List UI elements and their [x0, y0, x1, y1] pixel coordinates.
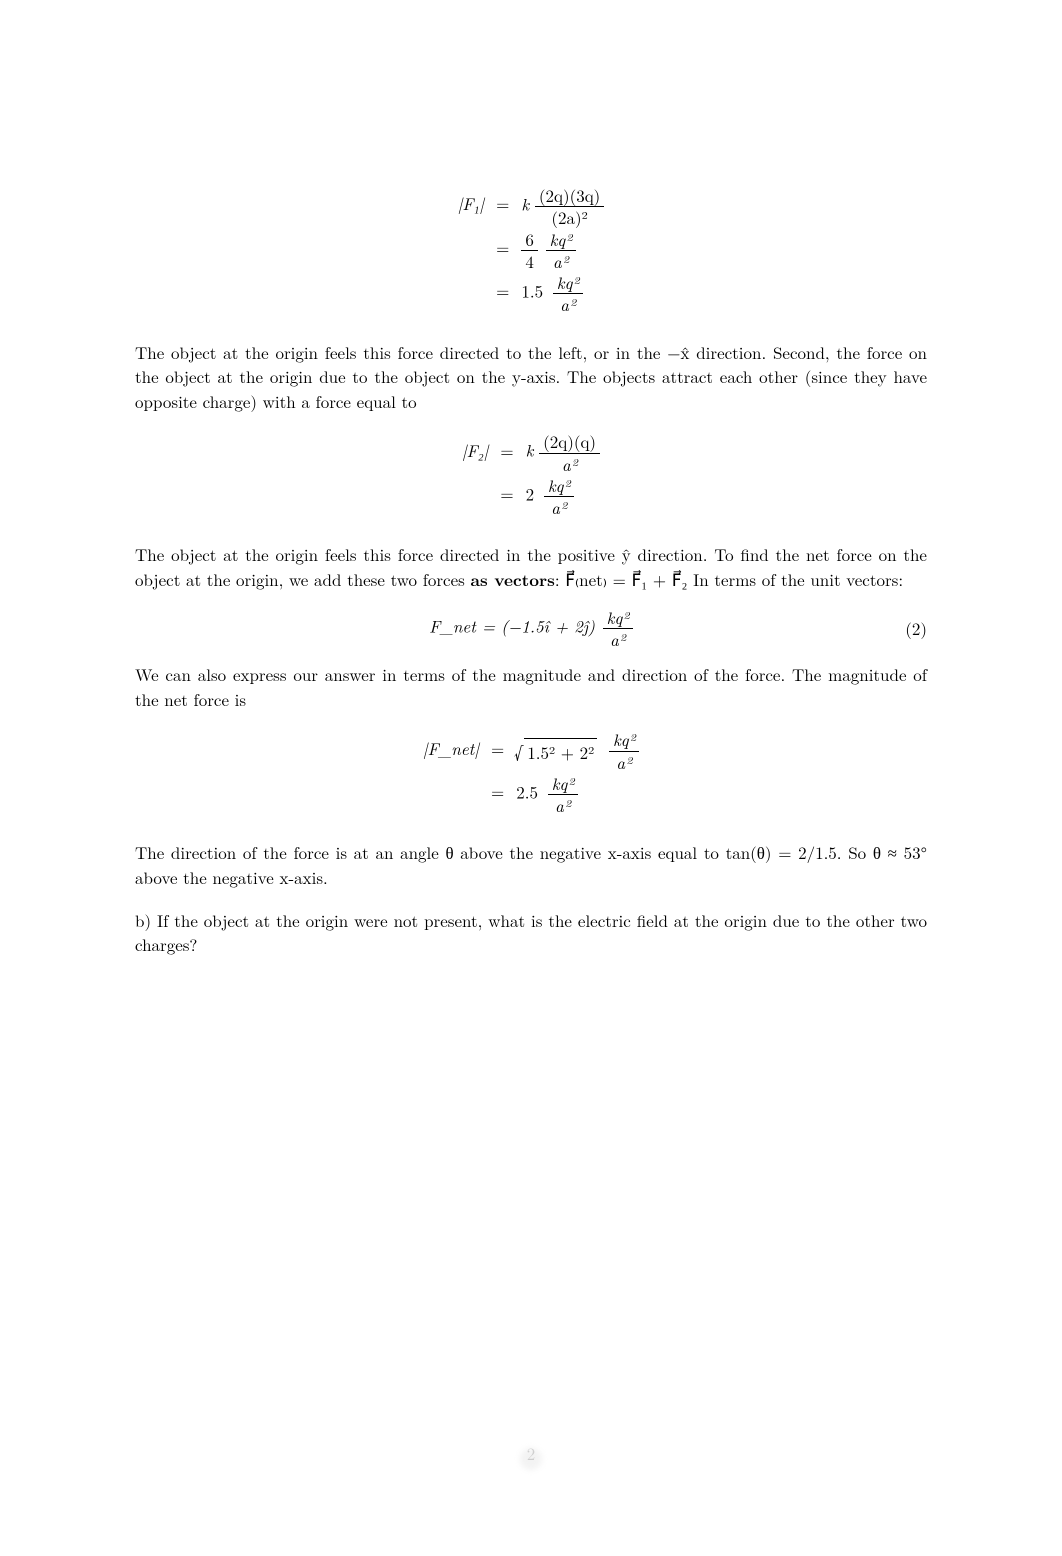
- eq-f1-r2-leadnum: 6: [521, 229, 538, 251]
- eq-f1-r1-den: (2a)²: [535, 207, 604, 228]
- paragraph-3: We can also express our answer in terms …: [135, 662, 927, 711]
- eq-f2-r1-lead: k: [526, 438, 534, 462]
- eq-f1-r3: 1.5 kq² a²: [517, 272, 604, 316]
- eq-mag-r2-den: a²: [555, 793, 570, 817]
- eq-f1-r2-num: kq²: [550, 227, 572, 251]
- equals: =: [488, 185, 517, 229]
- paragraph-4: The direction of the force is at an angl…: [135, 840, 927, 889]
- eq-f1-r1-lead: k: [521, 191, 529, 215]
- paragraph-2: The object at the origin feels this forc…: [135, 542, 927, 592]
- eq-mag-r1: 1.5² + 2² kq² a²: [512, 729, 639, 773]
- eq-f1-lhs: |F₁|: [458, 191, 484, 215]
- eq-f1-r2: 6 4 kq² a²: [517, 229, 604, 273]
- eq-f2-r2-den: a²: [551, 495, 566, 519]
- eq-block-f2: |F₂| = k (2q)(q) a² = 2 kq² a²: [135, 431, 927, 518]
- eq-f1-r2-leadden: 4: [521, 251, 538, 272]
- equals: =: [483, 729, 512, 773]
- eq-fnet: F⃗_net = (−1.5î + 2ĵ) kq² a²: [429, 607, 633, 651]
- eq-f1-r3-num: kq²: [557, 270, 579, 294]
- eq-block-f1: |F₁| = k (2q)(3q) (2a)² = 6 4: [135, 185, 927, 316]
- paragraph-1: The object at the origin feels this forc…: [135, 340, 927, 414]
- equals: =: [488, 229, 517, 273]
- eq-mag-r2-num: kq²: [552, 771, 574, 795]
- eq-fnet-numbered: F⃗_net = (−1.5î + 2ĵ) kq² a² (2): [135, 607, 927, 651]
- eq-mag-r1-num: kq²: [613, 727, 635, 751]
- eq-f1-r1: k (2q)(3q) (2a)²: [517, 185, 604, 229]
- eq-mag-r2-lead: 2.5: [516, 779, 538, 803]
- eq-f1-r3-lead: 1.5: [521, 278, 543, 302]
- eq-f2-r2-lead: 2: [526, 481, 535, 505]
- para2-b: : F⃗₍net₎ = F⃗₁ + F⃗₂ In terms of the un…: [555, 567, 903, 591]
- eq-f2-r1-num: (2q)(q): [539, 431, 600, 453]
- eq-block-mag: |F⃗_net| = 1.5² + 2² kq² a² = 2.5 kq²: [135, 729, 927, 816]
- page-number: 2: [0, 1441, 1062, 1466]
- paragraph-5: b) If the object at the origin were not …: [135, 908, 927, 957]
- eq-f1-r3-den: a²: [560, 292, 575, 316]
- eq-fnet-lhs: F⃗_net = (−1.5î + 2ĵ): [429, 613, 595, 637]
- para2-bold: as vectors: [471, 568, 555, 592]
- eq-f2-lhs: |F₂|: [462, 438, 488, 462]
- eq-mag-r2: 2.5 kq² a²: [512, 773, 639, 817]
- eq-number-2: (2): [905, 616, 927, 640]
- eq-mag-radicand: 1.5² + 2²: [524, 738, 597, 765]
- eq-f1-r1-num: (2q)(3q): [535, 185, 604, 207]
- equals: =: [483, 773, 512, 817]
- eq-mag-r1-den: a²: [616, 750, 631, 774]
- equals: =: [488, 272, 517, 316]
- equals: =: [492, 475, 521, 519]
- eq-f2-r1: k (2q)(q) a²: [522, 431, 600, 475]
- eq-f2-r2-num: kq²: [548, 473, 570, 497]
- eq-fnet-num: kq²: [607, 605, 629, 629]
- eq-fnet-den: a²: [610, 627, 625, 651]
- eq-f2-r2: 2 kq² a²: [522, 475, 600, 519]
- equals: =: [492, 431, 521, 475]
- eq-mag-lhs: |F⃗_net|: [423, 736, 479, 760]
